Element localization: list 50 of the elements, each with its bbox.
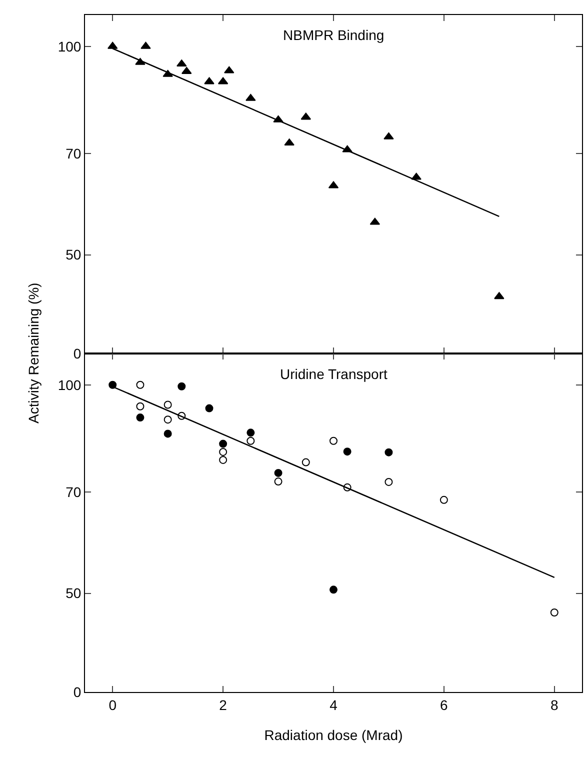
point	[219, 440, 228, 448]
y-tick-label: 100	[58, 38, 82, 54]
y-tick-label: 100	[58, 376, 82, 393]
y-tick-label: 50	[66, 585, 82, 602]
point	[219, 448, 228, 456]
point	[205, 404, 214, 412]
x-tick-label: 6	[440, 696, 448, 713]
point	[274, 478, 282, 486]
point	[384, 478, 393, 486]
x-tick-label: 0	[108, 696, 117, 713]
point	[330, 436, 338, 445]
point	[274, 468, 282, 477]
point	[136, 380, 144, 389]
point	[224, 66, 234, 74]
text: NBMPR Binding	[283, 27, 384, 43]
point	[384, 132, 394, 140]
point	[411, 172, 422, 180]
point	[136, 402, 144, 410]
y-tick-label: 0	[73, 345, 82, 362]
point	[440, 496, 448, 504]
x-tick-label: 2	[219, 696, 228, 713]
y-axis-title: Activity Remaining (%)	[26, 282, 42, 424]
point	[136, 414, 144, 422]
point	[204, 77, 214, 84]
point	[164, 430, 172, 438]
point	[164, 416, 172, 424]
point	[343, 448, 352, 456]
y-tick-label: 70	[66, 484, 82, 500]
point	[302, 458, 310, 466]
point	[384, 448, 393, 456]
point	[140, 42, 151, 49]
x-tick-label: 8	[550, 696, 558, 713]
point	[246, 428, 255, 437]
y-tick-label: 50	[66, 246, 82, 263]
point	[219, 456, 228, 464]
point	[284, 138, 294, 146]
point	[550, 608, 558, 616]
point	[494, 292, 504, 300]
point	[246, 94, 256, 101]
x-tick-label: 4	[330, 696, 338, 713]
y-tick-label: 0	[73, 684, 82, 700]
point	[330, 586, 338, 594]
y-tick-label: 70	[66, 146, 82, 162]
x-axis-title: Radiation dose (Mrad)	[264, 727, 403, 744]
point	[108, 380, 117, 389]
point	[178, 382, 186, 390]
point	[164, 400, 172, 409]
text: Uridine Transport	[280, 366, 388, 382]
point	[176, 60, 187, 67]
point	[246, 436, 255, 445]
